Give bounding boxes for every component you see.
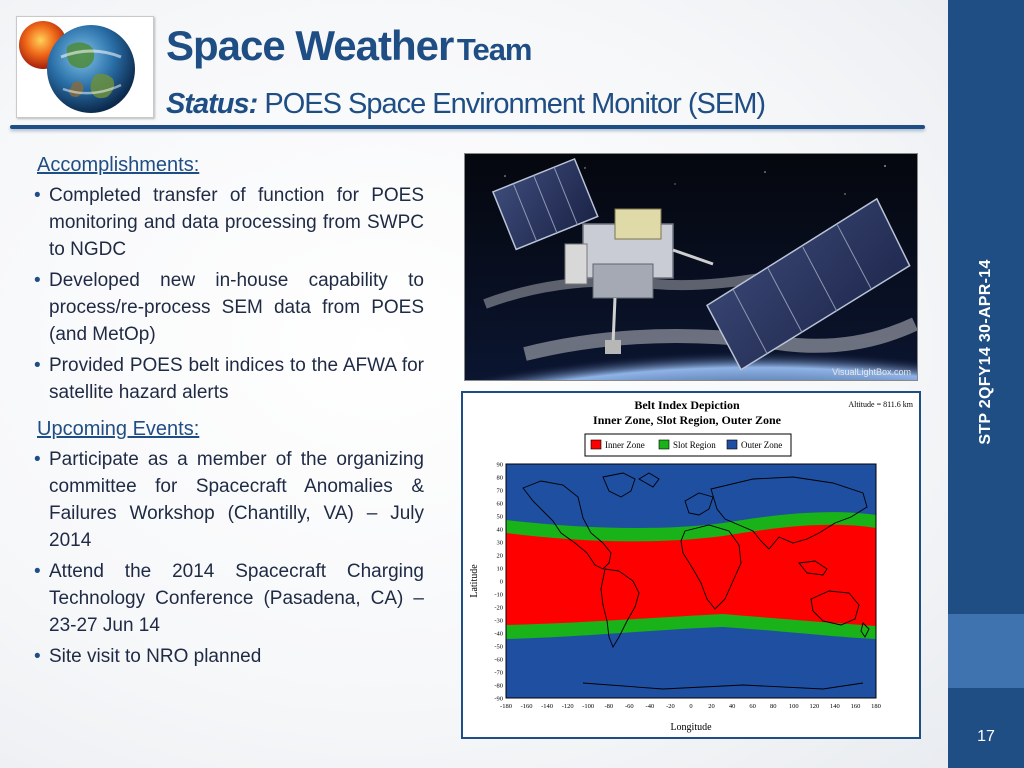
y-tick-label: -60 bbox=[494, 657, 503, 664]
list-item: Participate as a member of the organizin… bbox=[30, 446, 424, 554]
y-tick-label: -30 bbox=[494, 618, 503, 625]
photo-watermark: VisualLightBox.com bbox=[832, 367, 911, 377]
y-tick-label: 20 bbox=[497, 553, 504, 560]
x-tick-label: -160 bbox=[521, 703, 533, 710]
y-tick-label: 80 bbox=[497, 475, 504, 482]
list-item: Completed transfer of function for POES … bbox=[30, 182, 424, 263]
y-tick-label: 50 bbox=[497, 514, 504, 521]
x-tick-label: 180 bbox=[871, 703, 881, 710]
content-column: Accomplishments: Completed transfer of f… bbox=[30, 152, 424, 674]
inner-zone-band bbox=[506, 525, 876, 626]
list-item: Site visit to NRO planned bbox=[30, 643, 424, 670]
y-tick-label: 40 bbox=[497, 527, 504, 534]
x-tick-label: 60 bbox=[749, 703, 756, 710]
logo-graphic bbox=[17, 17, 153, 117]
title-team: Team bbox=[457, 32, 532, 67]
x-tick-label: -80 bbox=[604, 703, 613, 710]
legend-label-outer-zone: Outer Zone bbox=[741, 440, 782, 450]
y-tick-label: -70 bbox=[494, 670, 503, 677]
legend-swatch-slot-region bbox=[659, 440, 669, 449]
y-tick-label: -50 bbox=[494, 644, 503, 651]
subtitle-text: POES Space Environment Monitor (SEM) bbox=[264, 88, 765, 120]
y-axis-label: Latitude bbox=[469, 564, 480, 598]
x-tick-label: 0 bbox=[689, 703, 692, 710]
y-tick-label: 90 bbox=[497, 462, 504, 469]
map-plot-area bbox=[506, 464, 876, 698]
title-divider bbox=[10, 125, 925, 129]
x-tick-label: 120 bbox=[809, 703, 819, 710]
y-axis-ticks: 90 80 70 60 50 40 30 20 10 0 -10 -20 -30 -40 -50 -60 -70… bbox=[494, 462, 503, 703]
y-tick-label: 70 bbox=[497, 488, 504, 495]
subtitle-label: Status: bbox=[166, 88, 257, 120]
satellite-photo: VisualLightBox.com bbox=[464, 153, 918, 381]
x-tick-label: -120 bbox=[562, 703, 574, 710]
x-tick-label: 140 bbox=[830, 703, 840, 710]
x-tick-label: 40 bbox=[729, 703, 736, 710]
x-tick-label: -20 bbox=[666, 703, 675, 710]
satellite-illustration: VisualLightBox.com bbox=[465, 154, 917, 380]
y-tick-label: 30 bbox=[497, 540, 504, 547]
y-tick-label: 60 bbox=[497, 501, 504, 508]
x-axis-ticks: -180 -160 -140 -120 -100 -80 -60 -40 -20 0 20 40 60 8… bbox=[500, 703, 881, 710]
y-tick-label: -10 bbox=[494, 592, 503, 599]
accomplishments-list: Completed transfer of function for POES … bbox=[30, 182, 424, 406]
list-item: Attend the 2014 Spacecraft Charging Tech… bbox=[30, 558, 424, 639]
belt-index-map: Belt Index Depiction Inner Zone, Slot Re… bbox=[461, 391, 921, 739]
side-band-accent bbox=[948, 614, 1024, 688]
list-item: Developed new in-house capability to pro… bbox=[30, 267, 424, 348]
map-title: Belt Index Depiction bbox=[634, 398, 740, 412]
legend-label-slot-region: Slot Region bbox=[673, 440, 716, 450]
y-tick-label: 10 bbox=[497, 566, 504, 573]
page-title: Space Weather Team bbox=[166, 22, 532, 70]
map-subtitle: Inner Zone, Slot Region, Outer Zone bbox=[593, 413, 782, 427]
map-legend: Inner Zone Slot Region Outer Zone bbox=[585, 434, 791, 456]
y-tick-label: 0 bbox=[500, 579, 503, 586]
x-tick-label: 160 bbox=[851, 703, 861, 710]
x-tick-label: -100 bbox=[582, 703, 594, 710]
y-tick-label: -90 bbox=[494, 696, 503, 703]
x-tick-label: 100 bbox=[789, 703, 799, 710]
x-tick-label: 80 bbox=[770, 703, 777, 710]
x-tick-label: -60 bbox=[625, 703, 634, 710]
y-tick-label: -40 bbox=[494, 631, 503, 638]
sun-earth-logo bbox=[16, 16, 154, 118]
x-tick-label: -180 bbox=[500, 703, 512, 710]
legend-swatch-inner-zone bbox=[591, 440, 601, 449]
page-subtitle: Status: POES Space Environment Monitor (… bbox=[166, 88, 765, 121]
x-tick-label: -140 bbox=[541, 703, 553, 710]
altitude-label: Altitude = 811.6 km bbox=[848, 400, 913, 409]
belt-index-figure: Belt Index Depiction Inner Zone, Slot Re… bbox=[463, 393, 919, 737]
sidebar-label: STP 2QFY14 30-APR-14 bbox=[977, 259, 995, 444]
y-tick-label: -20 bbox=[494, 605, 503, 612]
upcoming-events-heading: Upcoming Events: bbox=[37, 416, 424, 443]
legend-swatch-outer-zone bbox=[727, 440, 737, 449]
title-main: Space Weather bbox=[166, 22, 453, 69]
list-item: Provided POES belt indices to the AFWA f… bbox=[30, 352, 424, 406]
x-axis-label: Longitude bbox=[670, 722, 712, 733]
x-tick-label: 20 bbox=[708, 703, 715, 710]
upcoming-events-list: Participate as a member of the organizin… bbox=[30, 446, 424, 670]
page-number: 17 bbox=[948, 728, 1024, 746]
accomplishments-heading: Accomplishments: bbox=[37, 152, 424, 179]
y-tick-label: -80 bbox=[494, 683, 503, 690]
legend-label-inner-zone: Inner Zone bbox=[605, 440, 645, 450]
x-tick-label: -40 bbox=[646, 703, 655, 710]
